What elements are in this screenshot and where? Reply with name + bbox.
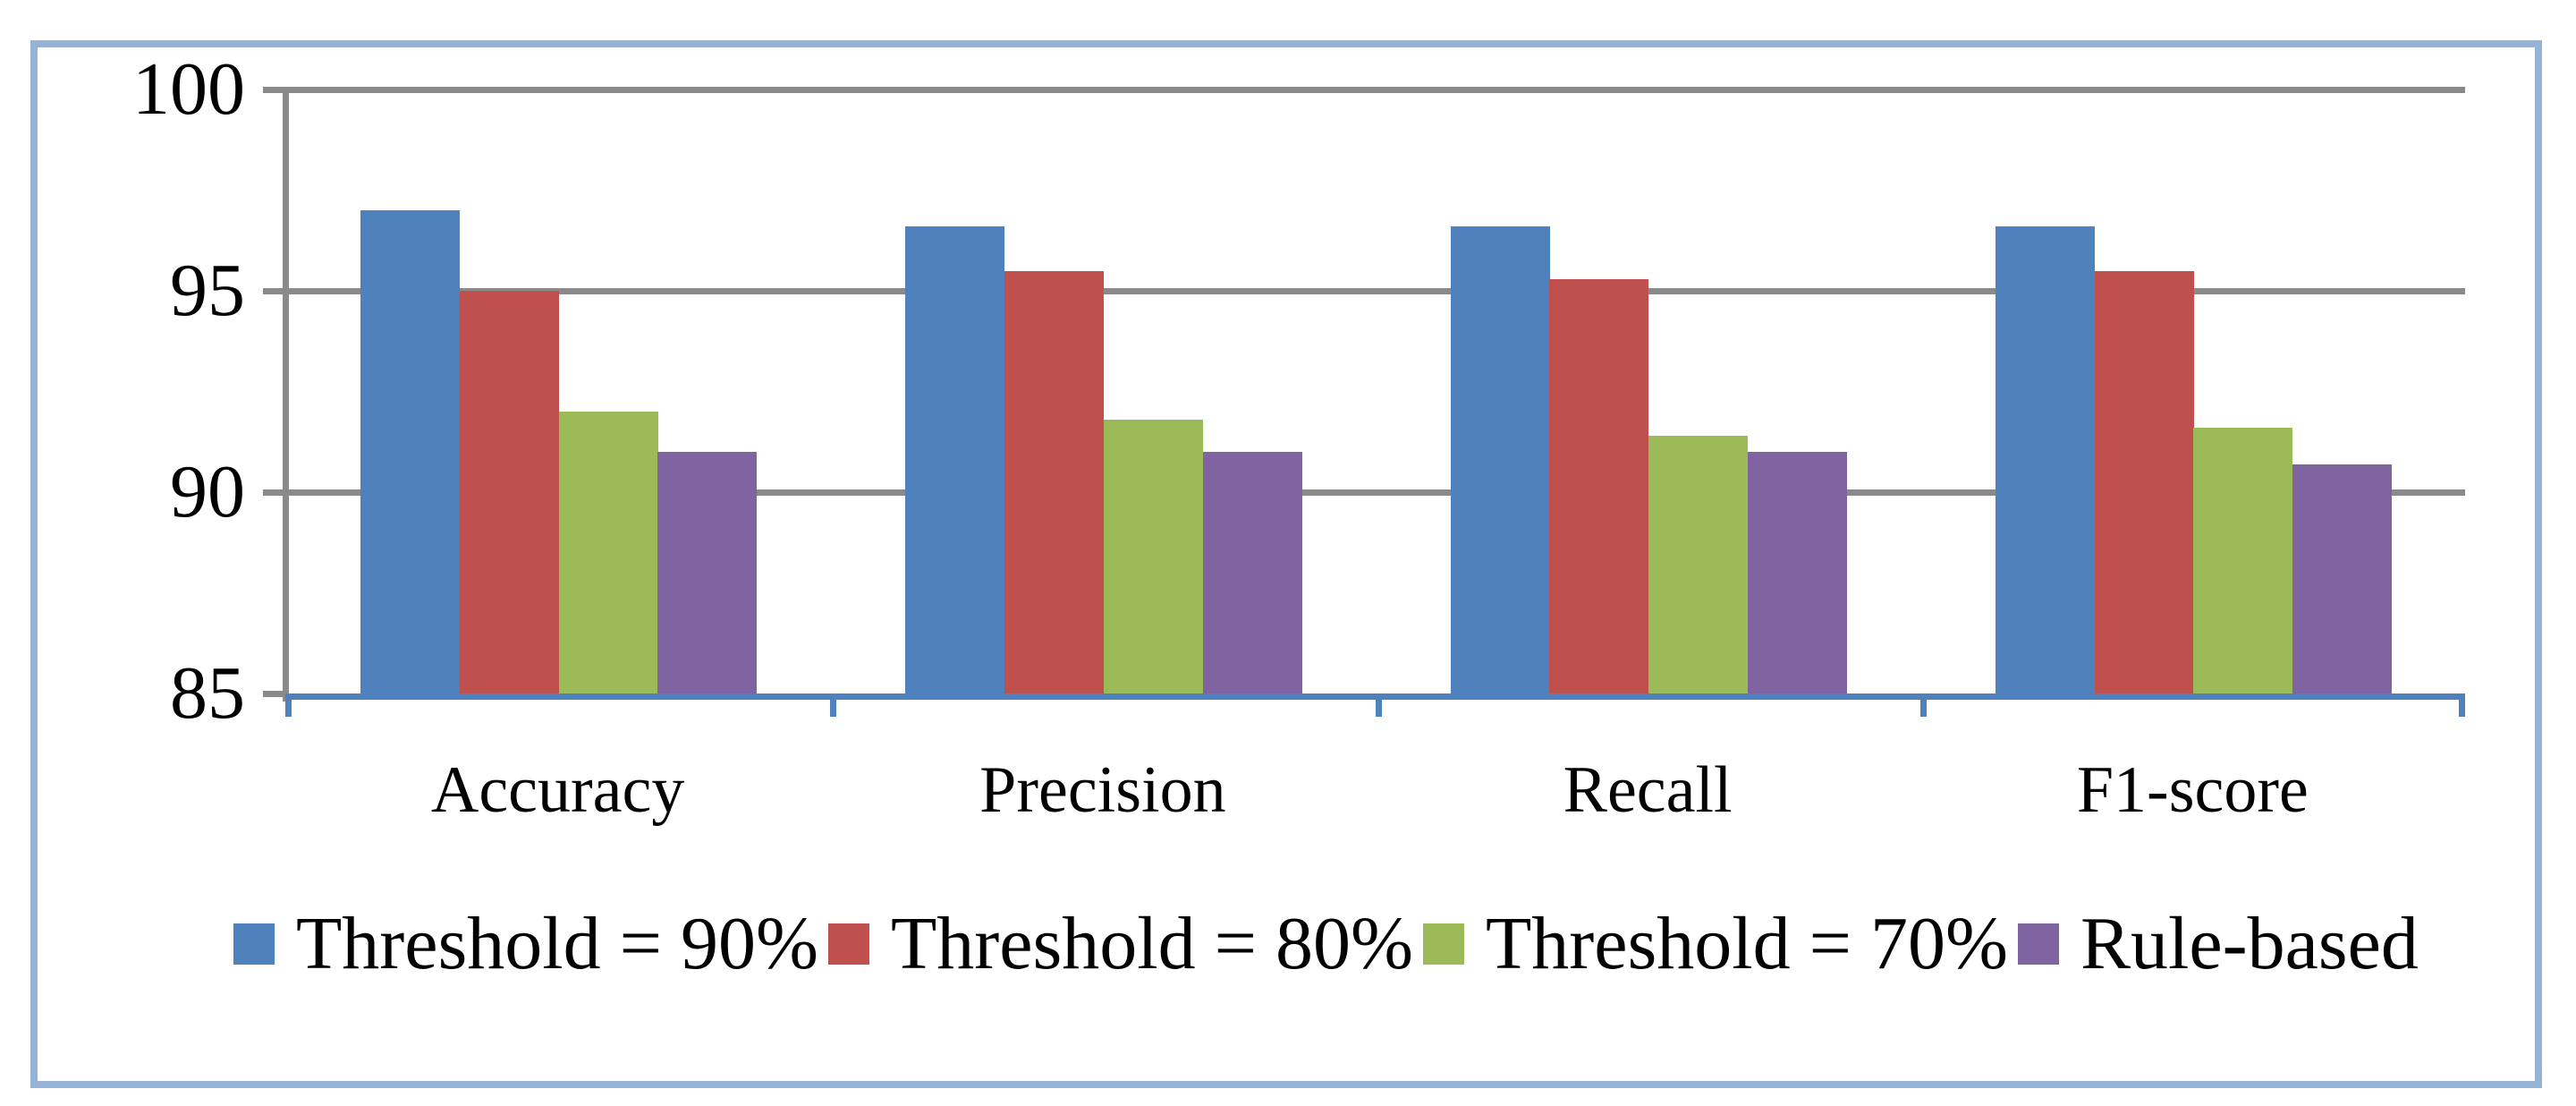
bar xyxy=(559,412,658,693)
legend-item: Threshold = 70% xyxy=(1423,899,2008,989)
y-tick-label: 95 xyxy=(170,249,245,332)
bar xyxy=(2292,464,2392,693)
bar xyxy=(2193,428,2292,693)
legend-item: Threshold = 80% xyxy=(828,899,1413,989)
x-axis-tick xyxy=(2459,693,2465,717)
bar xyxy=(1004,270,1104,693)
bar xyxy=(657,452,757,693)
y-tick-label: 90 xyxy=(170,450,245,533)
y-axis-tick xyxy=(263,691,285,697)
bar xyxy=(1104,420,1203,693)
y-tick-label: 100 xyxy=(132,47,245,131)
legend-label: Threshold = 80% xyxy=(891,902,1413,985)
legend-label: Threshold = 70% xyxy=(1486,902,2008,985)
legend-item: Rule-based xyxy=(2018,899,2419,989)
legend-label: Rule-based xyxy=(2080,902,2419,985)
x-axis-tick xyxy=(830,693,836,717)
bar xyxy=(1451,226,1550,693)
y-axis-tick xyxy=(263,87,285,93)
bar xyxy=(2095,270,2194,693)
bar xyxy=(1549,278,1648,693)
legend-swatch xyxy=(233,923,275,965)
bar xyxy=(360,210,460,693)
bar xyxy=(460,291,559,693)
gridline xyxy=(285,288,2465,294)
legend-swatch xyxy=(2018,923,2059,965)
bar xyxy=(1203,452,1302,693)
category-label: Recall xyxy=(1563,753,1733,827)
category-label: Accuracy xyxy=(430,753,685,827)
y-axis-line xyxy=(283,87,289,702)
bar xyxy=(905,226,1004,693)
category-label: F1-score xyxy=(2076,753,2309,827)
x-axis-tick xyxy=(1920,693,1927,717)
gridline xyxy=(285,87,2465,93)
legend-label: Threshold = 90% xyxy=(296,902,818,985)
bar xyxy=(1748,452,1847,693)
legend-swatch xyxy=(828,923,869,965)
legend-item: Threshold = 90% xyxy=(233,899,818,989)
legend-swatch xyxy=(1423,923,1464,965)
category-label: Precision xyxy=(979,753,1226,827)
x-axis-tick xyxy=(1376,693,1382,717)
y-axis-tick xyxy=(263,489,285,496)
bar xyxy=(1648,436,1748,693)
x-axis-line xyxy=(285,693,2465,700)
gridline xyxy=(285,489,2465,496)
x-axis-tick xyxy=(285,693,292,717)
y-tick-label: 85 xyxy=(170,651,245,735)
y-axis-tick xyxy=(263,288,285,294)
bar xyxy=(1996,226,2095,693)
